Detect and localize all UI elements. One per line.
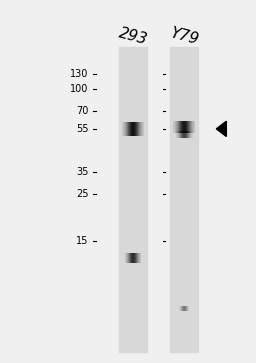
Text: 70: 70 bbox=[76, 106, 88, 116]
Text: 55: 55 bbox=[76, 124, 88, 134]
Bar bbox=[170, 47, 198, 352]
Text: 130: 130 bbox=[70, 69, 88, 79]
Text: Y79: Y79 bbox=[168, 25, 200, 47]
Text: 293: 293 bbox=[117, 25, 149, 47]
Text: 15: 15 bbox=[76, 236, 88, 246]
Bar bbox=[119, 47, 147, 352]
Text: 25: 25 bbox=[76, 189, 88, 199]
Polygon shape bbox=[216, 121, 226, 136]
Text: 35: 35 bbox=[76, 167, 88, 178]
Text: 100: 100 bbox=[70, 84, 88, 94]
